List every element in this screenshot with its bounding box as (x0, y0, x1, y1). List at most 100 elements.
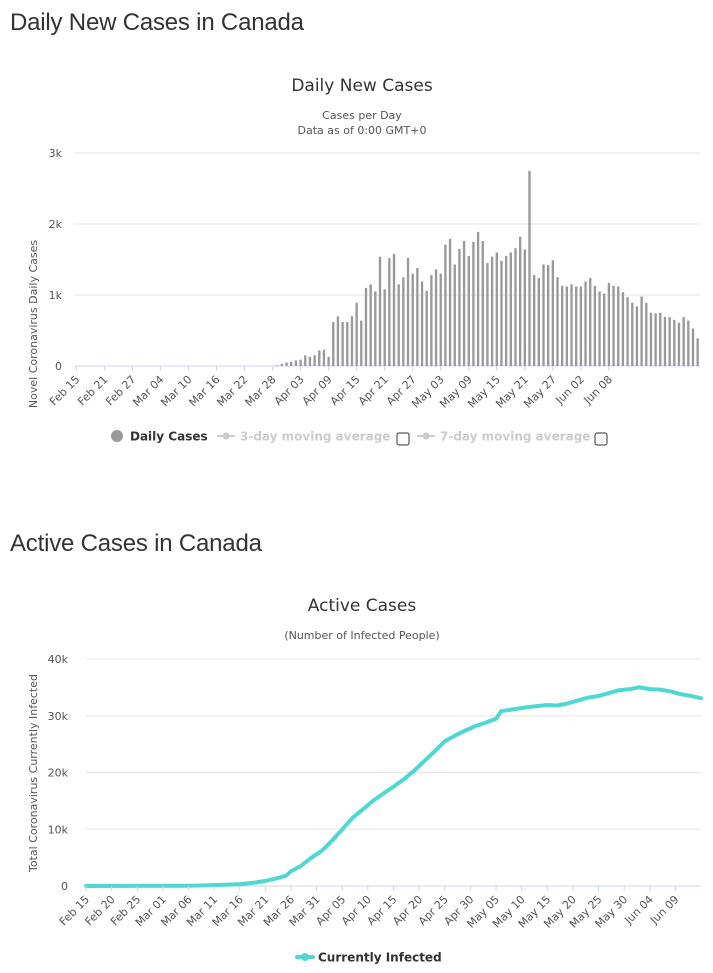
daily-cases-bar[interactable] (598, 291, 601, 366)
daily-cases-bar[interactable] (495, 252, 498, 366)
daily-cases-bar[interactable] (327, 356, 330, 366)
daily-x-tick-label: Jun 02 (553, 373, 587, 407)
daily-cases-bar[interactable] (561, 285, 564, 366)
daily-cases-bar[interactable] (631, 302, 634, 366)
daily-cases-bar[interactable] (276, 365, 279, 366)
daily-cases-bar[interactable] (696, 338, 699, 366)
daily-cases-bar[interactable] (518, 236, 522, 366)
daily-cases-bar[interactable] (542, 264, 545, 366)
daily-cases-bar[interactable] (453, 264, 456, 366)
daily-cases-bar[interactable] (332, 321, 335, 366)
daily-cases-bar[interactable] (355, 302, 358, 366)
daily-cases-bar[interactable] (425, 290, 428, 366)
daily-cases-bar[interactable] (313, 355, 316, 366)
daily-cases-bar[interactable] (304, 355, 307, 366)
daily-cases-bar[interactable] (682, 317, 685, 366)
daily-cases-bar[interactable] (444, 244, 447, 366)
daily-cases-bar[interactable] (462, 241, 466, 366)
daily-cases-bar[interactable] (388, 258, 391, 366)
daily-cases-bar[interactable] (402, 277, 405, 366)
daily-cases-bar[interactable] (369, 284, 372, 366)
daily-cases-bar[interactable] (645, 302, 648, 366)
daily-cases-bar[interactable] (397, 284, 400, 366)
daily-cases-bar[interactable] (617, 286, 620, 366)
daily-cases-bar[interactable] (570, 284, 573, 366)
daily-cases-bar[interactable] (579, 286, 583, 366)
daily-cases-bar[interactable] (476, 231, 480, 366)
daily-cases-bar[interactable] (299, 359, 302, 366)
daily-cases-bar[interactable] (537, 277, 540, 366)
daily-cases-bar[interactable] (374, 291, 377, 366)
daily-cases-bar[interactable] (430, 275, 433, 366)
daily-cases-bar[interactable] (467, 255, 470, 366)
daily-cases-bar[interactable] (659, 312, 662, 366)
daily-cases-bar[interactable] (532, 275, 536, 366)
daily-cases-bar[interactable] (308, 356, 312, 366)
daily-cases-bar[interactable] (607, 282, 611, 366)
daily-cases-bar[interactable] (547, 265, 550, 366)
daily-cases-bar[interactable] (509, 252, 512, 366)
daily-cases-bar[interactable] (626, 297, 629, 366)
daily-cases-bar[interactable] (364, 287, 368, 366)
daily-cases-bar[interactable] (472, 241, 475, 366)
daily-cases-bar[interactable] (336, 316, 340, 366)
daily-cases-bar[interactable] (668, 317, 671, 366)
daily-cases-bar[interactable] (551, 260, 555, 366)
daily-cases-bar[interactable] (420, 281, 424, 366)
daily-cases-bar[interactable] (593, 285, 597, 366)
legend-item-currently-infected[interactable]: Currently Infected (295, 951, 442, 965)
daily-cases-bar[interactable] (406, 258, 410, 366)
daily-cases-bar[interactable] (486, 263, 489, 366)
daily-cases-bar[interactable] (434, 269, 438, 366)
daily-chart-subtitle-2: Data as of 0:00 GMT+0 (298, 124, 427, 137)
legend-item-7day-average[interactable]: 7-day moving average (417, 430, 590, 444)
daily-cases-bar[interactable] (294, 360, 298, 366)
daily-cases-bar[interactable] (360, 320, 363, 366)
daily-cases-bar[interactable] (621, 292, 625, 366)
daily-cases-bar[interactable] (504, 255, 508, 366)
daily-cases-bar[interactable] (677, 322, 681, 366)
daily-cases-bar[interactable] (565, 286, 569, 366)
daily-cases-bar[interactable] (416, 268, 419, 366)
daily-cases-bar[interactable] (603, 293, 606, 366)
daily-cases-bar[interactable] (490, 256, 494, 366)
daily-cases-bar[interactable] (584, 281, 587, 366)
daily-cases-bar[interactable] (439, 273, 442, 366)
daily-cases-bar[interactable] (523, 249, 526, 366)
toggle-3day-checkbox[interactable] (396, 432, 410, 446)
legend-item-daily-cases[interactable]: Daily Cases (111, 430, 208, 444)
daily-cases-bar[interactable] (378, 256, 382, 366)
daily-cases-bar[interactable] (346, 321, 349, 366)
daily-cases-bar[interactable] (589, 277, 592, 366)
toggle-7day-checkbox[interactable] (594, 432, 608, 446)
daily-cases-bar[interactable] (691, 328, 695, 366)
daily-cases-bar[interactable] (612, 285, 615, 366)
daily-cases-bar[interactable] (556, 277, 559, 366)
daily-cases-bar[interactable] (350, 316, 354, 366)
daily-cases-bar[interactable] (673, 319, 676, 366)
daily-cases-bar[interactable] (640, 296, 643, 366)
daily-cases-bar[interactable] (322, 349, 326, 366)
daily-cases-bar[interactable] (341, 321, 344, 366)
daily-cases-bar[interactable] (448, 238, 452, 366)
daily-cases-bar[interactable] (481, 241, 484, 366)
daily-cases-bar[interactable] (514, 248, 517, 366)
daily-cases-bar[interactable] (687, 320, 690, 366)
daily-cases-bar[interactable] (575, 286, 578, 366)
legend-item-3day-average[interactable]: 3-day moving average (217, 430, 390, 444)
daily-cases-bar[interactable] (318, 350, 321, 366)
daily-cases-bar[interactable] (383, 289, 386, 366)
daily-cases-bar[interactable] (411, 273, 414, 366)
daily-cases-bar[interactable] (392, 253, 396, 366)
daily-cases-bar[interactable] (654, 313, 657, 366)
daily-cases-bar[interactable] (635, 306, 639, 366)
daily-cases-bar[interactable] (663, 317, 667, 366)
daily-cases-bar[interactable] (285, 362, 288, 366)
daily-cases-bar[interactable] (528, 170, 531, 366)
currently-infected-line (84, 685, 703, 888)
daily-cases-bar[interactable] (649, 312, 653, 366)
daily-cases-bar[interactable] (290, 361, 293, 366)
daily-cases-bar[interactable] (280, 363, 284, 366)
daily-cases-bar[interactable] (500, 260, 503, 366)
daily-cases-bar[interactable] (458, 248, 461, 366)
